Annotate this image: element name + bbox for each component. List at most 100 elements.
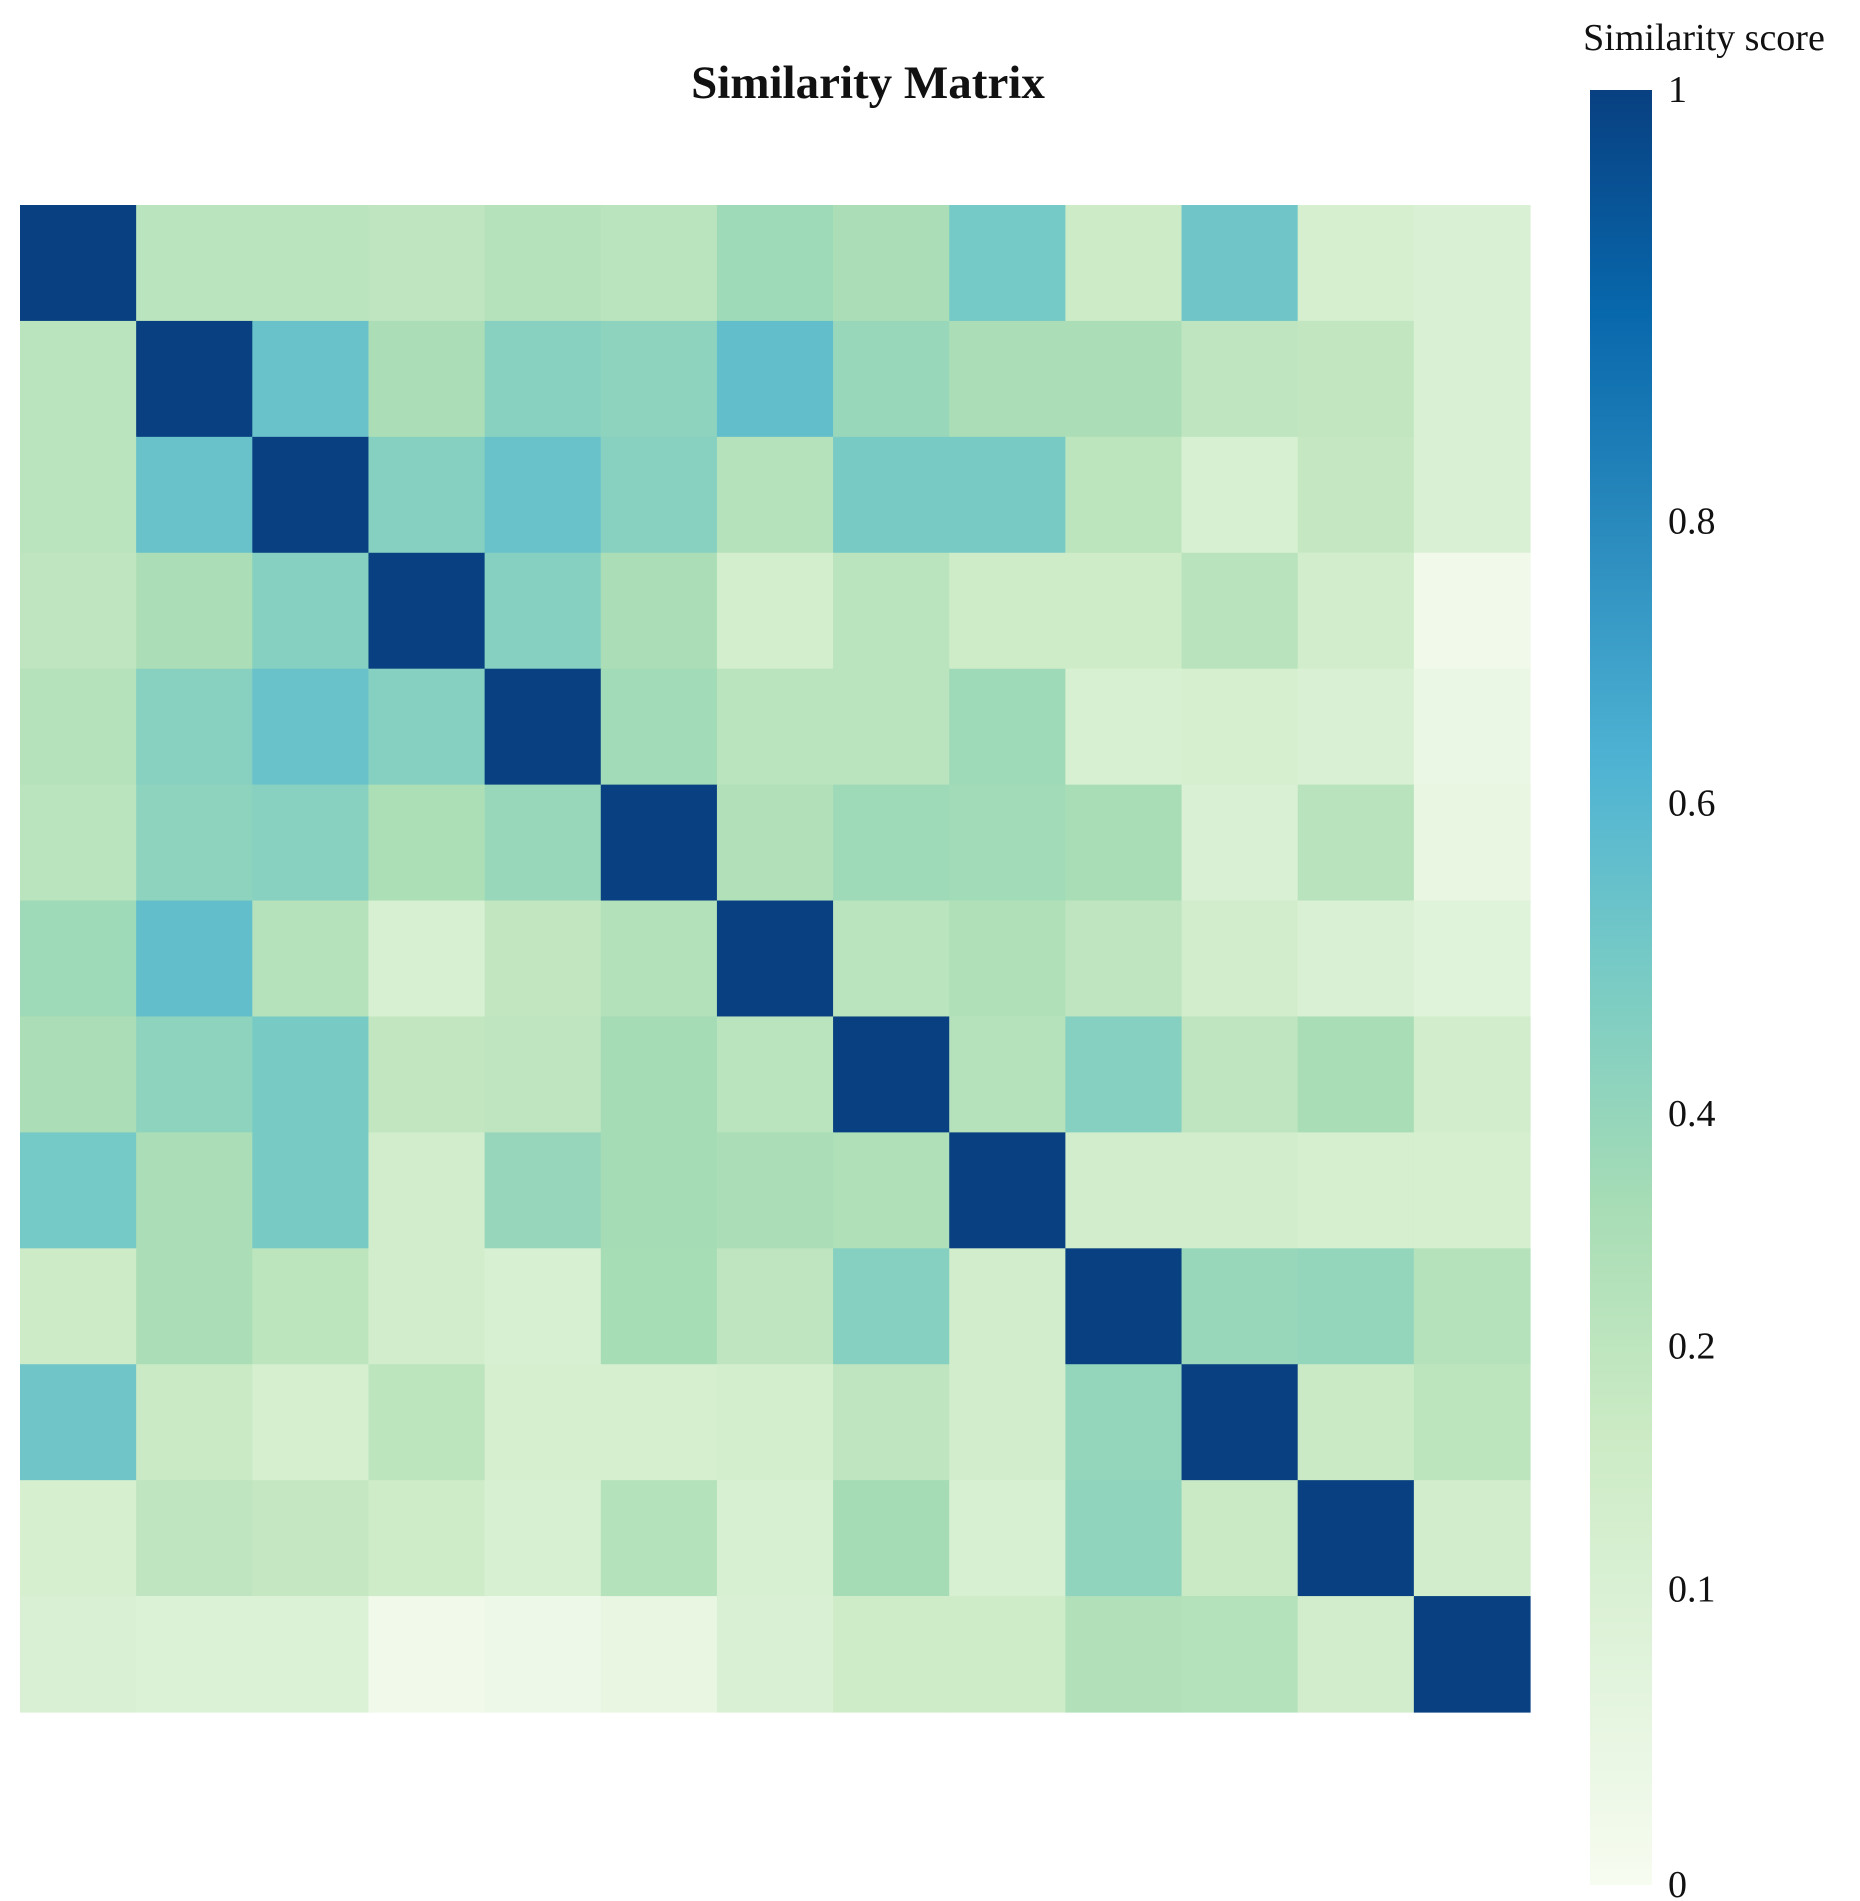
- heatmap-cell-r3-c8: [833, 436, 950, 554]
- heatmap-cell-r13-c2: [136, 1596, 253, 1713]
- heatmap-cell-r6-c2: [136, 784, 253, 902]
- heatmap-cell-r1-c6: [600, 205, 718, 322]
- heatmap-cell-r6-c6: [600, 784, 718, 902]
- heatmap-cell-r12-c9: [949, 1480, 1066, 1597]
- heatmap-cell-r12-c12: [1297, 1480, 1415, 1597]
- heatmap-cell-r8-c12: [1297, 1016, 1415, 1133]
- heatmap-cell-r11-c6: [600, 1364, 718, 1481]
- heatmap-cell-r5-c4: [368, 668, 486, 786]
- heatmap-cell-r3-c5: [484, 436, 602, 554]
- heatmap-cell-r9-c13: [1413, 1132, 1531, 1249]
- heatmap-cell-r3-c11: [1181, 436, 1299, 554]
- heatmap-cell-r11-c10: [1065, 1364, 1183, 1481]
- heatmap-cell-r12-c11: [1181, 1480, 1299, 1597]
- heatmap-cell-r6-c10: [1065, 784, 1183, 902]
- heatmap-cell-r13-c8: [833, 1596, 950, 1713]
- colorbar-tick-label: 0.4: [1668, 1093, 1716, 1135]
- heatmap-cell-r12-c13: [1413, 1480, 1531, 1597]
- heatmap-cell-r10-c10: [1065, 1248, 1183, 1365]
- heatmap-cell-r9-c6: [600, 1132, 718, 1249]
- heatmap-cell-r7-c2: [136, 900, 253, 1018]
- chart-title: Similarity Matrix: [691, 57, 1045, 109]
- heatmap-cell-r13-c10: [1065, 1596, 1183, 1713]
- heatmap-cell-r3-c6: [600, 436, 718, 554]
- heatmap-cell-r11-c8: [833, 1364, 950, 1481]
- colorbar-gradient-bar: [1590, 90, 1652, 1885]
- heatmap-cell-r3-c4: [368, 436, 486, 554]
- heatmap-cell-r1-c1: [20, 205, 137, 322]
- heatmap-cell-r8-c2: [136, 1016, 253, 1133]
- heatmap-cell-r13-c4: [368, 1596, 486, 1713]
- heatmap-cell-r10-c9: [949, 1248, 1066, 1365]
- heatmap-cell-r4-c6: [600, 552, 718, 670]
- heatmap-cell-r11-c4: [368, 1364, 486, 1481]
- heatmap-cell-r5-c6: [600, 668, 718, 786]
- heatmap-cell-r3-c10: [1065, 436, 1183, 554]
- colorbar-title: Similarity score: [1583, 17, 1825, 59]
- heatmap-cell-r4-c3: [252, 552, 370, 670]
- heatmap-cell-r8-c4: [368, 1016, 486, 1133]
- heatmap-cell-r9-c1: [20, 1132, 137, 1249]
- heatmap-cell-r7-c4: [368, 900, 486, 1018]
- heatmap-cell-r4-c5: [484, 552, 602, 670]
- heatmap-cell-r7-c1: [20, 900, 137, 1018]
- heatmap-cell-r6-c3: [252, 784, 370, 902]
- heatmap-cell-r4-c9: [949, 552, 1066, 670]
- heatmap-cell-r9-c8: [833, 1132, 950, 1249]
- heatmap-cell-r10-c5: [484, 1248, 602, 1365]
- heatmap-cell-r12-c3: [252, 1480, 370, 1597]
- heatmap-cell-r7-c12: [1297, 900, 1415, 1018]
- heatmap-cell-r4-c12: [1297, 552, 1415, 670]
- heatmap-cell-r3-c12: [1297, 436, 1415, 554]
- heatmap-cell-r3-c1: [20, 436, 137, 554]
- heatmap-cell-r1-c8: [833, 205, 950, 322]
- heatmap-cell-r2-c7: [716, 320, 834, 438]
- heatmap-cell-r13-c11: [1181, 1596, 1299, 1713]
- heatmap-cell-r9-c11: [1181, 1132, 1299, 1249]
- heatmap-cell-r2-c5: [484, 320, 602, 438]
- heatmap-cell-r8-c1: [20, 1016, 137, 1133]
- heatmap-cell-r6-c4: [368, 784, 486, 902]
- heatmap-cell-r5-c3: [252, 668, 370, 786]
- heatmap-cell-r3-c9: [949, 436, 1066, 554]
- heatmap-cell-r2-c11: [1181, 320, 1299, 438]
- heatmap-cell-r8-c11: [1181, 1016, 1299, 1133]
- heatmap-cell-r7-c6: [600, 900, 718, 1018]
- heatmap-cell-r11-c1: [20, 1364, 137, 1481]
- heatmap-cell-r2-c12: [1297, 320, 1415, 438]
- heatmap-cell-r2-c10: [1065, 320, 1183, 438]
- heatmap-cell-r4-c4: [368, 552, 486, 670]
- heatmap-cell-r9-c12: [1297, 1132, 1415, 1249]
- heatmap-cell-r1-c10: [1065, 205, 1183, 322]
- heatmap-cell-r8-c3: [252, 1016, 370, 1133]
- heatmap-cell-r6-c5: [484, 784, 602, 902]
- heatmap-cell-r6-c9: [949, 784, 1066, 902]
- heatmap-cell-r10-c13: [1413, 1248, 1531, 1365]
- heatmap-cell-r2-c13: [1413, 320, 1531, 438]
- heatmap-cell-r7-c13: [1413, 900, 1531, 1018]
- colorbar-tick-label: 0.6: [1668, 783, 1716, 825]
- heatmap-cell-r2-c4: [368, 320, 486, 438]
- heatmap-cell-r2-c6: [600, 320, 718, 438]
- heatmap-cell-r5-c10: [1065, 668, 1183, 786]
- heatmap-cell-r13-c13: [1413, 1596, 1531, 1713]
- heatmap-cell-r10-c11: [1181, 1248, 1299, 1365]
- colorbar-tick-label: 1: [1668, 69, 1687, 111]
- heatmap-cell-r8-c7: [716, 1016, 834, 1133]
- heatmap-cell-r4-c7: [716, 552, 834, 670]
- heatmap-cell-r4-c1: [20, 552, 137, 670]
- heatmap-cell-r5-c9: [949, 668, 1066, 786]
- heatmap-cell-r13-c9: [949, 1596, 1066, 1713]
- heatmap-cell-r10-c2: [136, 1248, 253, 1365]
- heatmap-cell-r8-c9: [949, 1016, 1066, 1133]
- heatmap-cell-r1-c9: [949, 205, 1066, 322]
- heatmap-cell-r11-c13: [1413, 1364, 1531, 1481]
- colorbar-tick-label: 0.8: [1668, 501, 1716, 543]
- heatmap-cell-r12-c8: [833, 1480, 950, 1597]
- heatmap-cell-r2-c9: [949, 320, 1066, 438]
- heatmap-cell-r4-c11: [1181, 552, 1299, 670]
- heatmap-cell-r1-c5: [484, 205, 602, 322]
- heatmap-cell-r13-c12: [1297, 1596, 1415, 1713]
- colorbar-tick-label: 0: [1668, 1864, 1687, 1901]
